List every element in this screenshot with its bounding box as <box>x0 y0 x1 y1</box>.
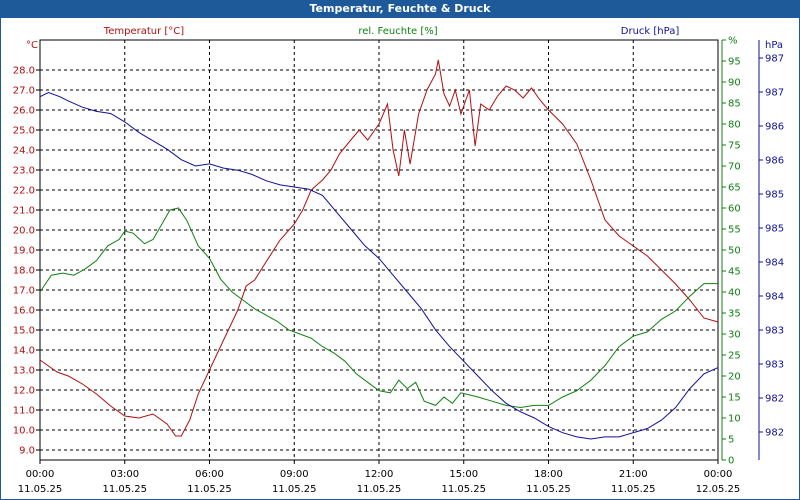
humidity-series-line <box>39 207 718 409</box>
humidity-tick-label: 95 <box>728 57 741 68</box>
temperature-tick-label: 22.0 <box>13 186 35 197</box>
labels: °C Temperatur [°C] rel. Feuchte [%] Druc… <box>26 26 783 51</box>
x-tick-label-time: 21:00 <box>619 469 648 480</box>
pressure-tick-label: 987 <box>765 54 784 65</box>
pressure-tick-label: 982 <box>765 428 784 439</box>
pressure-axis-label: Druck [hPa] <box>621 26 680 37</box>
humidity-tick-label: 5 <box>728 435 734 446</box>
pressure-tick-label: 982 <box>765 394 784 405</box>
pressure-tick-label: 984 <box>765 292 784 303</box>
window-title: Temperatur, Feuchte & Druck <box>0 0 800 18</box>
x-tick-label-time: 00:00 <box>26 469 55 480</box>
temperature-axis-label: Temperatur [°C] <box>103 26 184 37</box>
temperature-tick-label: 21.0 <box>13 206 35 217</box>
temperature-tick-label: 28.0 <box>13 66 35 77</box>
x-tick-label-date: 12.05.25 <box>696 484 741 495</box>
humidity-tick-label: % <box>728 36 738 47</box>
pressure-series-line <box>39 91 719 440</box>
humidity-tick-label: 75 <box>728 141 741 152</box>
series-layer <box>39 59 719 440</box>
humidity-tick-label: 70 <box>728 162 741 173</box>
temperature-tick-label: 14.0 <box>13 346 35 357</box>
grid <box>39 39 719 461</box>
axes: 00:00 11.05.25 03:00 11.05.25 06:00 11.05.25 0… <box>13 36 784 496</box>
x-tick-label-time: 00:00 <box>704 469 733 480</box>
humidity-tick-label: 45 <box>728 267 741 278</box>
humidity-tick-label: 85 <box>728 99 741 110</box>
humidity-tick-label: 60 <box>728 204 741 215</box>
pressure-unit: hPa <box>765 40 783 51</box>
temperature-tick-label: 25.0 <box>13 126 35 137</box>
temperature-series-line <box>39 59 719 437</box>
temperature-tick-label: 18.0 <box>13 266 35 277</box>
humidity-tick-label: 55 <box>728 225 741 236</box>
temperature-tick-label: 12.0 <box>13 386 35 397</box>
pressure-tick-label: 985 <box>765 190 784 201</box>
temperature-tick-label: 27.0 <box>13 86 35 97</box>
humidity-tick-label: 80 <box>728 120 741 131</box>
temperature-tick-label: 13.0 <box>13 366 35 377</box>
temperature-tick-label: 11.0 <box>13 406 35 417</box>
x-tick-label-date: 11.05.25 <box>187 484 232 495</box>
temperature-tick-label: 20.0 <box>13 226 35 237</box>
humidity-tick-label: 10 <box>728 414 741 425</box>
temperature-tick-label: 15.0 <box>13 326 35 337</box>
temperature-tick-label: 17.0 <box>13 286 35 297</box>
pressure-tick-label: 986 <box>765 122 784 133</box>
pressure-tick-label: 984 <box>765 258 784 269</box>
temperature-tick-label: 24.0 <box>13 146 35 157</box>
humidity-tick-label: 35 <box>728 309 741 320</box>
x-tick-label-time: 12:00 <box>365 469 394 480</box>
x-tick-label-date: 11.05.25 <box>102 484 147 495</box>
x-tick-label-date: 11.05.25 <box>611 484 656 495</box>
x-tick-label-time: 09:00 <box>280 469 309 480</box>
x-tick-label-time: 06:00 <box>195 469 224 480</box>
temperature-tick-label: 16.0 <box>13 306 35 317</box>
humidity-tick-label: 50 <box>728 246 741 257</box>
temperature-tick-label: 19.0 <box>13 246 35 257</box>
x-tick-label-time: 03:00 <box>110 469 139 480</box>
temperature-unit: °C <box>26 40 38 51</box>
x-tick-label-time: 18:00 <box>534 469 563 480</box>
humidity-tick-label: 0 <box>728 456 734 467</box>
humidity-tick-label: 20 <box>728 372 741 383</box>
x-tick-label-time: 15:00 <box>449 469 478 480</box>
x-tick-label-date: 11.05.25 <box>357 484 402 495</box>
temperature-tick-label: 10.0 <box>13 426 35 437</box>
humidity-axis-label: rel. Feuchte [%] <box>358 26 437 37</box>
pressure-tick-label: 983 <box>765 360 784 371</box>
x-tick-label-date: 11.05.25 <box>18 484 63 495</box>
humidity-tick-label: 40 <box>728 288 741 299</box>
temperature-tick-label: 26.0 <box>13 106 35 117</box>
humidity-tick-label: 65 <box>728 183 741 194</box>
x-tick-label-date: 11.05.25 <box>441 484 486 495</box>
humidity-tick-label: 25 <box>728 351 741 362</box>
x-tick-label-date: 11.05.25 <box>272 484 317 495</box>
humidity-tick-label: 15 <box>728 393 741 404</box>
humidity-tick-label: 90 <box>728 78 741 89</box>
pressure-tick-label: 986 <box>765 156 784 167</box>
x-tick-label-date: 11.05.25 <box>526 484 571 495</box>
pressure-tick-label: 983 <box>765 326 784 337</box>
humidity-tick-label: 30 <box>728 330 741 341</box>
temperature-tick-label: 9.0 <box>19 446 35 457</box>
pressure-tick-label: 987 <box>765 88 784 99</box>
temperature-tick-label: 23.0 <box>13 166 35 177</box>
pressure-tick-label: 985 <box>765 224 784 235</box>
